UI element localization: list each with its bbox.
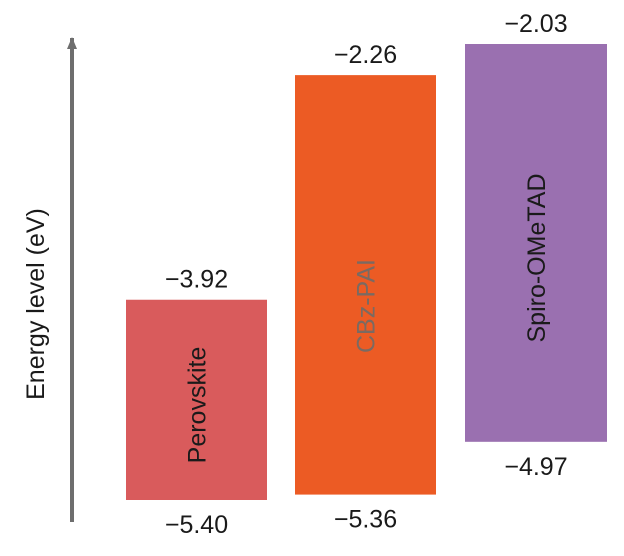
top-value-label-spiro-ometad: −2.03 (504, 10, 567, 38)
bars-group: −3.92 −5.40 Perovskite −2.26 −5.36 CBz-PAI −2.… (126, 10, 607, 539)
bottom-value-label-perovskite: −5.40 (165, 511, 228, 539)
bottom-value-label-spiro-ometad: −4.97 (504, 453, 567, 481)
y-axis: Energy level (eV) (22, 37, 77, 522)
bar-label-spiro-ometad: Spiro-OMeTAD (523, 173, 551, 342)
bottom-value-label-cbz-pai: −5.36 (334, 506, 397, 534)
bar-label-perovskite: Perovskite (184, 347, 212, 464)
bar-label-cbz-pai: CBz-PAI (353, 259, 381, 353)
bar-spiro-ometad (465, 44, 607, 442)
top-value-label-perovskite: −3.92 (165, 266, 228, 294)
bar-perovskite (126, 299, 267, 500)
top-value-label-cbz-pai: −2.26 (334, 41, 397, 69)
bar-cbz-pai (295, 75, 436, 495)
y-axis-label: Energy level (eV) (22, 208, 50, 400)
